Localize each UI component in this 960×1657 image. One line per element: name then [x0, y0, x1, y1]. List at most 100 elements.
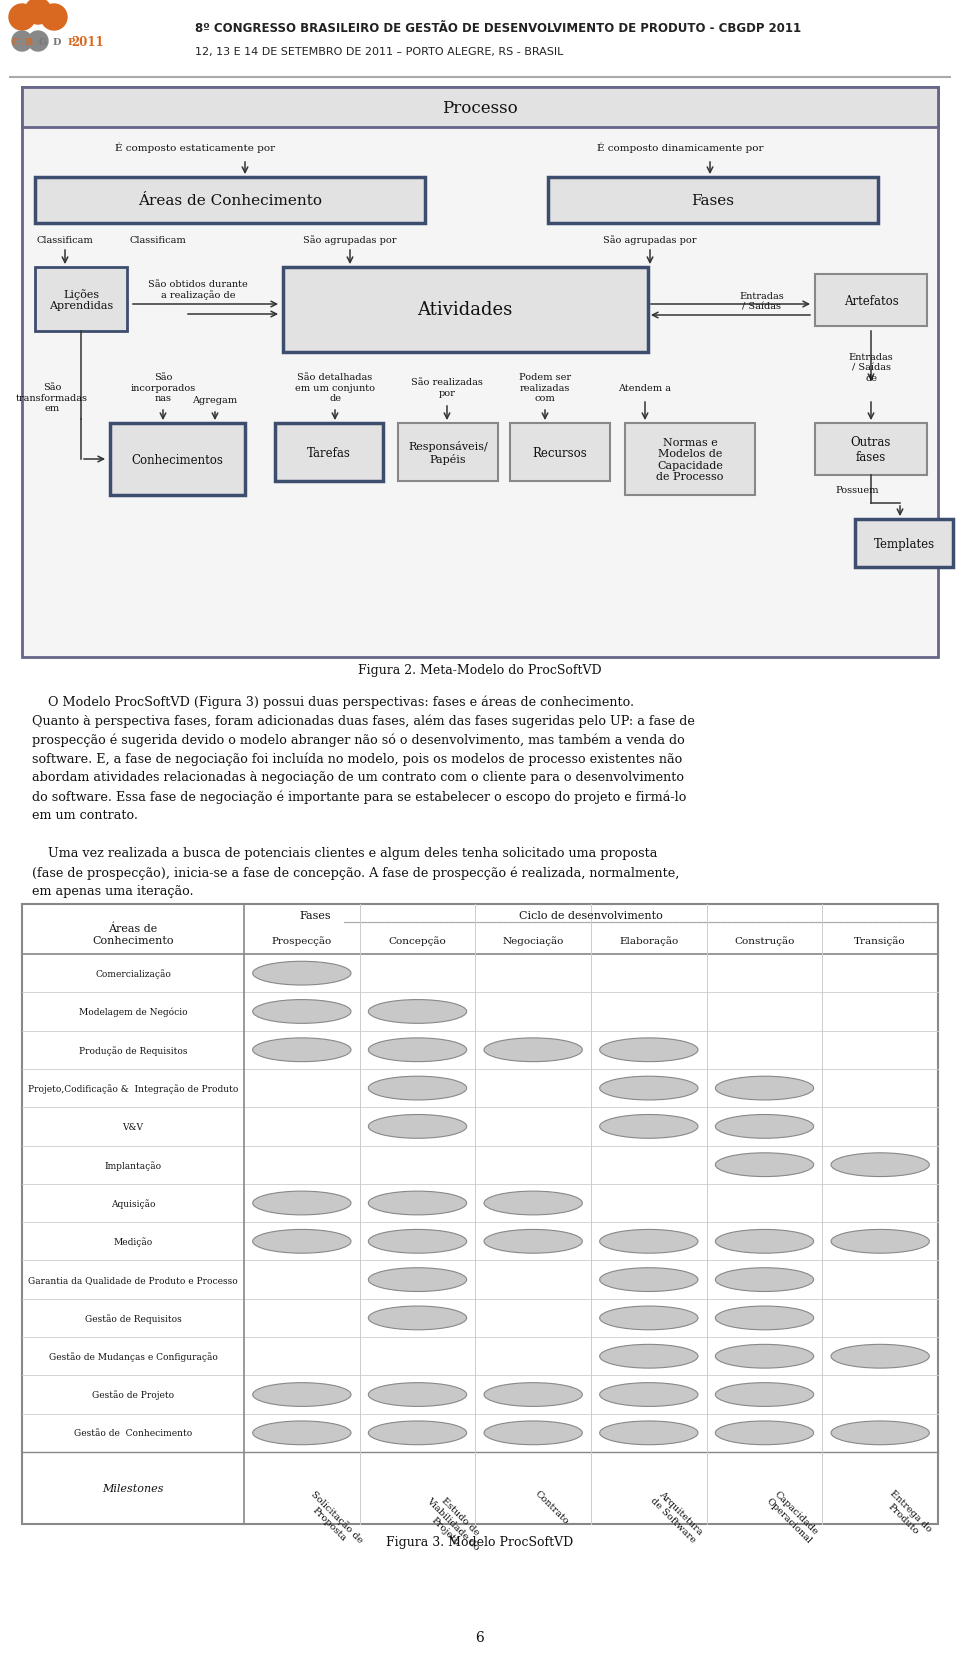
- Text: 8º CONGRESSO BRASILEIRO DE GESTÃO DE DESENVOLVIMENTO DE PRODUTO - CBGDP 2011: 8º CONGRESSO BRASILEIRO DE GESTÃO DE DES…: [195, 22, 802, 35]
- Ellipse shape: [715, 1229, 814, 1253]
- Ellipse shape: [600, 1422, 698, 1445]
- Bar: [815, 275, 927, 326]
- Ellipse shape: [252, 1039, 351, 1062]
- Ellipse shape: [484, 1422, 583, 1445]
- Text: Projeto,Codificação &  Integração de Produto: Projeto,Codificação & Integração de Prod…: [28, 1084, 238, 1094]
- Text: São detalhadas
em um conjunto
de: São detalhadas em um conjunto de: [295, 373, 375, 403]
- Text: Figura 3. Modelo ProcSoftVD: Figura 3. Modelo ProcSoftVD: [386, 1536, 574, 1549]
- Text: Gestão de Mudanças e Configuração: Gestão de Mudanças e Configuração: [49, 1352, 217, 1362]
- Text: Atividades: Atividades: [418, 302, 513, 318]
- Text: Agregam: Agregam: [192, 396, 237, 404]
- Ellipse shape: [369, 1077, 467, 1100]
- Ellipse shape: [369, 1191, 467, 1215]
- Ellipse shape: [369, 1039, 467, 1062]
- Ellipse shape: [715, 1384, 814, 1407]
- Bar: [625, 424, 755, 495]
- Ellipse shape: [600, 1306, 698, 1331]
- Text: Medição: Medição: [113, 1236, 153, 1246]
- Ellipse shape: [484, 1384, 583, 1407]
- Text: Artefatos: Artefatos: [844, 295, 899, 307]
- Bar: [275, 424, 383, 482]
- Text: software. E, a fase de negociação foi incluída no modelo, pois os modelos de pro: software. E, a fase de negociação foi in…: [32, 752, 683, 766]
- Ellipse shape: [600, 1344, 698, 1369]
- Ellipse shape: [715, 1077, 814, 1100]
- Ellipse shape: [252, 999, 351, 1024]
- Text: São agrupadas por: São agrupadas por: [303, 235, 396, 245]
- Text: Transição: Transição: [854, 936, 906, 946]
- Ellipse shape: [369, 1384, 467, 1407]
- Text: em um contrato.: em um contrato.: [32, 809, 138, 822]
- Text: Processo: Processo: [443, 99, 517, 116]
- Text: em apenas uma iteração.: em apenas uma iteração.: [32, 885, 194, 898]
- Text: Arquitetura
de Software: Arquitetura de Software: [649, 1488, 705, 1544]
- Text: V&V: V&V: [123, 1122, 143, 1132]
- Text: Classificam: Classificam: [36, 235, 93, 244]
- Text: Possuem: Possuem: [835, 486, 878, 494]
- Text: Gestão de  Conhecimento: Gestão de Conhecimento: [74, 1428, 192, 1438]
- Ellipse shape: [831, 1229, 929, 1253]
- Text: Fases: Fases: [691, 194, 734, 207]
- Ellipse shape: [369, 1268, 467, 1292]
- Ellipse shape: [252, 1191, 351, 1215]
- Text: Modelagem de Negócio: Modelagem de Negócio: [79, 1007, 187, 1017]
- Ellipse shape: [369, 1115, 467, 1138]
- Ellipse shape: [252, 1229, 351, 1253]
- Ellipse shape: [715, 1268, 814, 1292]
- Text: Recursos: Recursos: [533, 446, 588, 459]
- Text: Tarefas: Tarefas: [307, 446, 351, 459]
- Ellipse shape: [715, 1115, 814, 1138]
- Text: Entradas
/ Saídas: Entradas / Saídas: [739, 292, 784, 312]
- Text: É composto estaticamente por: É composto estaticamente por: [115, 143, 276, 152]
- Bar: [22, 88, 938, 128]
- Text: Responsáveis/
Papéis: Responsáveis/ Papéis: [408, 441, 488, 464]
- Circle shape: [41, 5, 67, 31]
- Text: Normas e
Modelos de
Capacidade
de Processo: Normas e Modelos de Capacidade de Proces…: [657, 437, 724, 482]
- Text: Aquisição: Aquisição: [110, 1198, 156, 1208]
- Ellipse shape: [715, 1306, 814, 1331]
- Text: Ciclo de desenvolvimento: Ciclo de desenvolvimento: [519, 910, 662, 920]
- Text: do software. Essa fase de negociação é importante para se estabelecer o escopo d: do software. Essa fase de negociação é i…: [32, 789, 686, 804]
- Bar: [35, 268, 127, 331]
- Text: Construção: Construção: [734, 936, 795, 946]
- Bar: [0, 0, 960, 75]
- Ellipse shape: [715, 1422, 814, 1445]
- Text: abordam atividades relacionadas à negociação de um contrato com o cliente para o: abordam atividades relacionadas à negoci…: [32, 771, 684, 784]
- Ellipse shape: [484, 1229, 583, 1253]
- Text: Atendem a: Atendem a: [618, 383, 671, 393]
- Text: prospecção é sugerida devido o modelo abranger não só o desenvolvimento, mas tam: prospecção é sugerida devido o modelo ab…: [32, 732, 684, 746]
- Text: Áreas de Conhecimento: Áreas de Conhecimento: [138, 194, 322, 207]
- Text: Concepção: Concepção: [389, 936, 446, 946]
- Text: Templates: Templates: [874, 537, 935, 550]
- Ellipse shape: [831, 1344, 929, 1369]
- Circle shape: [28, 31, 48, 51]
- Text: Comercialização: Comercialização: [95, 969, 171, 978]
- Text: B: B: [25, 38, 34, 46]
- Bar: [22, 905, 938, 1524]
- Bar: [815, 424, 927, 476]
- Bar: [548, 177, 878, 224]
- Text: Elaboração: Elaboração: [619, 936, 679, 946]
- Ellipse shape: [369, 1422, 467, 1445]
- Text: Prospecção: Prospecção: [272, 936, 332, 946]
- Text: São agrupadas por: São agrupadas por: [603, 235, 697, 245]
- Ellipse shape: [369, 1229, 467, 1253]
- Text: Quanto à perspectiva fases, foram adicionadas duas fases, além das fases sugerid: Quanto à perspectiva fases, foram adicio…: [32, 714, 695, 727]
- Text: São obtidos durante
a realização de: São obtidos durante a realização de: [148, 280, 248, 300]
- Text: 2011: 2011: [72, 35, 105, 48]
- Text: Outras
fases: Outras fases: [851, 436, 891, 464]
- Ellipse shape: [715, 1153, 814, 1176]
- Text: Lições
Aprendidas: Lições Aprendidas: [49, 288, 113, 312]
- Text: Gestão de Projeto: Gestão de Projeto: [92, 1390, 174, 1400]
- Text: 12, 13 E 14 DE SETEMBRO DE 2011 – PORTO ALEGRE, RS - BRASIL: 12, 13 E 14 DE SETEMBRO DE 2011 – PORTO …: [195, 46, 564, 56]
- Text: Conhecimentos: Conhecimentos: [132, 454, 223, 466]
- Ellipse shape: [369, 1306, 467, 1331]
- Ellipse shape: [484, 1191, 583, 1215]
- Bar: [510, 424, 610, 482]
- Ellipse shape: [252, 1422, 351, 1445]
- Text: Entradas
/ Saídas
de: Entradas / Saídas de: [849, 353, 894, 383]
- Text: Podem ser
realizadas
com: Podem ser realizadas com: [519, 373, 571, 403]
- Ellipse shape: [600, 1039, 698, 1062]
- Text: C: C: [12, 38, 19, 46]
- Bar: [283, 268, 648, 353]
- Text: Capacidade
Operacional: Capacidade Operacional: [764, 1488, 821, 1544]
